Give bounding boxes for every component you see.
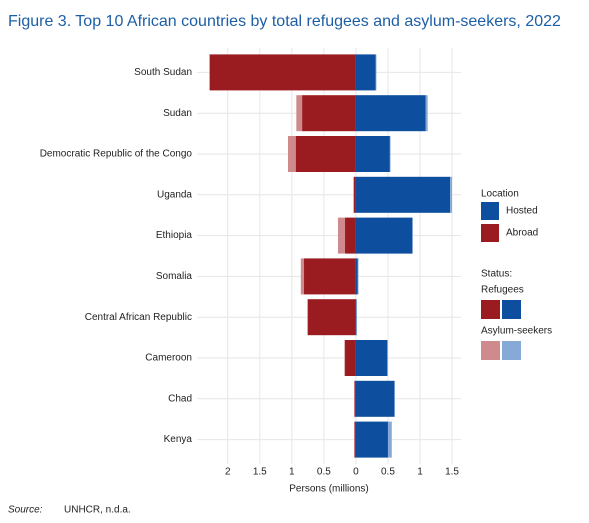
bar [355, 217, 413, 254]
legend-label: Asylum-seekers [481, 326, 552, 337]
legend-swatch [481, 202, 499, 220]
bar [302, 95, 356, 132]
bar [354, 421, 356, 458]
y-tick-label: Uganda [157, 189, 192, 200]
legend-title: Location [481, 189, 519, 200]
x-tick-label: 1.5 [253, 467, 267, 478]
bar [355, 136, 390, 172]
bar [387, 421, 392, 458]
bar [389, 136, 391, 172]
y-tick-label: Sudan [163, 108, 192, 119]
bar [345, 217, 356, 254]
bar [375, 54, 377, 91]
bar [209, 54, 356, 91]
legend-swatch [502, 341, 521, 360]
bar [353, 421, 355, 458]
legend-label: Hosted [506, 206, 538, 217]
legend-label: Abroad [506, 228, 538, 239]
bar [355, 95, 426, 132]
bar [355, 380, 395, 417]
bar [355, 176, 451, 213]
x-tick-label: 0 [353, 467, 359, 478]
bar [450, 176, 453, 213]
legend-label: Refugees [481, 285, 524, 296]
bar [355, 340, 388, 376]
chart-title: Figure 3. Top 10 African countries by to… [8, 13, 561, 30]
bar [304, 258, 356, 295]
bar [209, 54, 210, 91]
legend-swatch [481, 224, 499, 242]
bar [296, 95, 303, 132]
bar [287, 136, 296, 172]
bar [354, 380, 356, 417]
x-tick-label: 2 [225, 467, 231, 478]
y-tick-label: Cameroon [145, 353, 192, 364]
y-tick-label: Democratic Republic of the Congo [40, 149, 193, 160]
bar [394, 380, 395, 417]
x-tick-label: 0.5 [381, 467, 395, 478]
x-tick-label: 1.5 [445, 467, 459, 478]
bar [353, 176, 354, 213]
bar [355, 299, 357, 336]
y-tick-label: Somalia [156, 271, 193, 282]
x-tick-label: 0.5 [317, 467, 331, 478]
bar [344, 340, 346, 376]
bar [353, 380, 355, 417]
y-tick-label: South Sudan [134, 67, 192, 78]
legend-swatch [481, 341, 500, 360]
y-tick-label: Kenya [164, 434, 193, 445]
y-tick-label: Ethiopia [156, 230, 193, 241]
bar [307, 299, 356, 336]
bar [425, 95, 428, 132]
bar [355, 54, 376, 91]
bar [345, 340, 356, 376]
y-tick-label: Central African Republic [85, 312, 192, 323]
x-tick-label: 1 [417, 467, 423, 478]
bar [337, 217, 346, 254]
bar [412, 217, 413, 254]
source: UNHCR, n.d.a. [64, 505, 131, 516]
bar [355, 258, 358, 295]
bar [353, 176, 356, 213]
legend-title: Status: [481, 269, 512, 280]
bar [357, 258, 359, 295]
source-label: Source: [8, 505, 43, 516]
legend-swatch [481, 300, 500, 319]
x-axis-label: Persons (millions) [289, 484, 368, 495]
bar [387, 340, 388, 376]
bar [307, 299, 308, 336]
x-tick-label: 1 [289, 467, 295, 478]
bar [295, 136, 356, 172]
y-tick-label: Chad [168, 393, 192, 404]
bar [355, 421, 388, 458]
bar [300, 258, 305, 295]
legend-swatch [502, 300, 521, 319]
